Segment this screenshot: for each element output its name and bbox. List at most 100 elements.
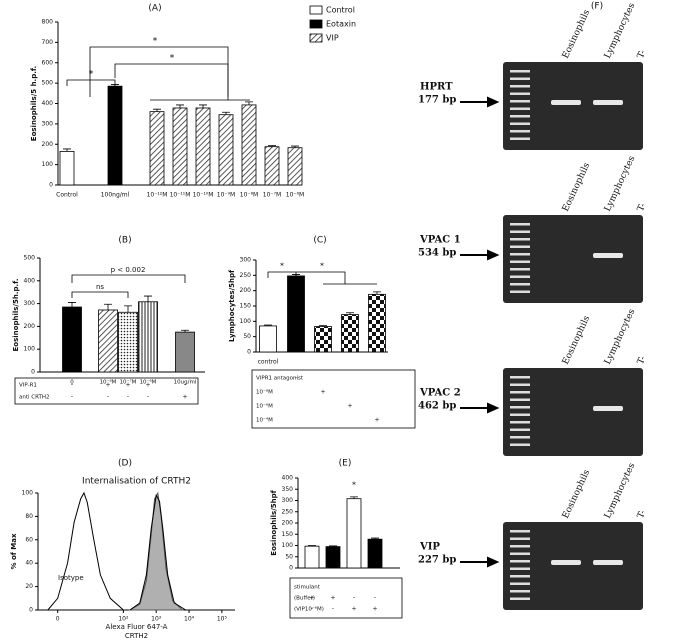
band bbox=[593, 406, 623, 411]
table-cell: - bbox=[311, 606, 313, 613]
ladder-band bbox=[510, 560, 530, 563]
y-axis-label: % of Max bbox=[10, 533, 18, 569]
panel-title: (F) bbox=[591, 2, 603, 12]
x-tick-label: Control bbox=[56, 192, 78, 199]
y-tick-label: 200 bbox=[24, 323, 36, 330]
ladder-band bbox=[510, 428, 530, 431]
y-tick-label: 500 bbox=[24, 255, 36, 262]
y-tick-label: 100 bbox=[24, 346, 36, 353]
gel bbox=[503, 62, 643, 150]
gene-label: VPAC 2 bbox=[419, 388, 461, 399]
ladder-band bbox=[510, 443, 530, 446]
y-tick-label: 800 bbox=[42, 19, 54, 26]
annotation: p < 0.002 bbox=[111, 266, 146, 274]
error-bar bbox=[264, 324, 272, 326]
table-cell: + bbox=[182, 394, 187, 401]
table-cell: + bbox=[351, 606, 356, 613]
table-cell: + bbox=[105, 382, 110, 389]
y-tick-label: 400 bbox=[282, 475, 294, 482]
y-axis-label: Eosinophils/5hpf bbox=[270, 489, 278, 555]
row-label: stimulant bbox=[294, 585, 321, 591]
ladder-band bbox=[510, 575, 530, 578]
table-box bbox=[289, 577, 403, 619]
y-tick-label: 700 bbox=[42, 39, 54, 46]
bar bbox=[287, 147, 303, 186]
y-tick-label: 100 bbox=[42, 161, 54, 168]
y-tick-label: 100 bbox=[282, 542, 294, 549]
row-label: anti CRTH2 bbox=[19, 395, 50, 401]
bar bbox=[62, 306, 82, 373]
x-tick-label: 10⁻¹²M bbox=[147, 192, 168, 199]
band bbox=[593, 253, 623, 258]
legend-label: Control bbox=[326, 6, 355, 15]
annotation: * bbox=[153, 37, 158, 47]
y-axis-label: Eosinophils/5h.p.f. bbox=[12, 279, 20, 352]
ladder-band bbox=[510, 530, 530, 533]
ladder-band bbox=[510, 391, 530, 394]
bar bbox=[138, 301, 158, 373]
ladder-band bbox=[510, 376, 530, 379]
size-label: 227 bp bbox=[418, 555, 456, 566]
lane-label: T- bbox=[636, 509, 648, 520]
bracket bbox=[66, 79, 116, 86]
x-tick-label: 10⁻⁷M bbox=[120, 379, 137, 386]
annotation: ns bbox=[96, 283, 104, 291]
ladder-band bbox=[510, 253, 530, 256]
error-bar bbox=[176, 104, 184, 108]
legend-swatch bbox=[309, 33, 323, 43]
ladder-band bbox=[510, 383, 530, 386]
x-tick-label: 0 bbox=[70, 380, 74, 386]
ladder-band bbox=[510, 436, 530, 439]
table-box bbox=[14, 377, 199, 405]
table-cell: + bbox=[145, 382, 150, 389]
error-bar bbox=[222, 111, 230, 115]
gene-label: HPRT bbox=[420, 82, 453, 93]
table-cell: - bbox=[71, 394, 73, 401]
bar bbox=[218, 114, 234, 186]
x-tick-label: 10⁻⁶M bbox=[140, 379, 157, 386]
error-bar bbox=[373, 291, 381, 295]
table-cell: - bbox=[295, 375, 297, 382]
panel-title: (B) bbox=[118, 236, 131, 246]
bar bbox=[98, 309, 118, 373]
band bbox=[551, 100, 581, 105]
y-axis-label: Eosinophils/5 h.p.f. bbox=[30, 66, 38, 141]
x-tick-label: 10³ bbox=[151, 616, 162, 623]
error-bar bbox=[291, 145, 299, 148]
x-tick-label: control bbox=[258, 359, 279, 366]
table-cell: + bbox=[372, 606, 377, 613]
y-tick-label: 0 bbox=[49, 182, 53, 189]
error-bar bbox=[371, 537, 379, 540]
gel bbox=[503, 522, 643, 610]
x-tick-label: 10⁻⁸M bbox=[240, 192, 258, 199]
band bbox=[593, 100, 623, 105]
table-box bbox=[251, 369, 416, 429]
y-tick-label: 0 bbox=[29, 607, 33, 614]
error-bar bbox=[268, 145, 276, 147]
ladder-band bbox=[510, 567, 530, 570]
error-bar bbox=[68, 302, 76, 308]
ladder-band bbox=[510, 398, 530, 401]
ladder-band bbox=[510, 85, 530, 88]
gel bbox=[503, 368, 643, 456]
bracket bbox=[71, 291, 129, 298]
table-cell: - bbox=[147, 394, 149, 401]
x-tick-label: 10⁻¹⁰M bbox=[193, 192, 214, 199]
y-tick-label: 400 bbox=[42, 100, 54, 107]
y-tick-label: 200 bbox=[240, 287, 252, 294]
bar bbox=[314, 326, 332, 353]
panel-title: (E) bbox=[339, 459, 352, 469]
y-tick-label: 40 bbox=[25, 560, 33, 567]
y-tick-label: 300 bbox=[282, 497, 294, 504]
ladder-band bbox=[510, 122, 530, 125]
table-cell: - bbox=[107, 394, 109, 401]
y-tick-label: 150 bbox=[240, 303, 252, 310]
ladder-band bbox=[510, 537, 530, 540]
ladder-band bbox=[510, 406, 530, 409]
y-tick-label: 50 bbox=[285, 553, 293, 560]
ladder-band bbox=[510, 545, 530, 548]
error-bar bbox=[104, 303, 112, 310]
table-cell: + bbox=[125, 382, 130, 389]
panel-title: (A) bbox=[148, 4, 161, 14]
